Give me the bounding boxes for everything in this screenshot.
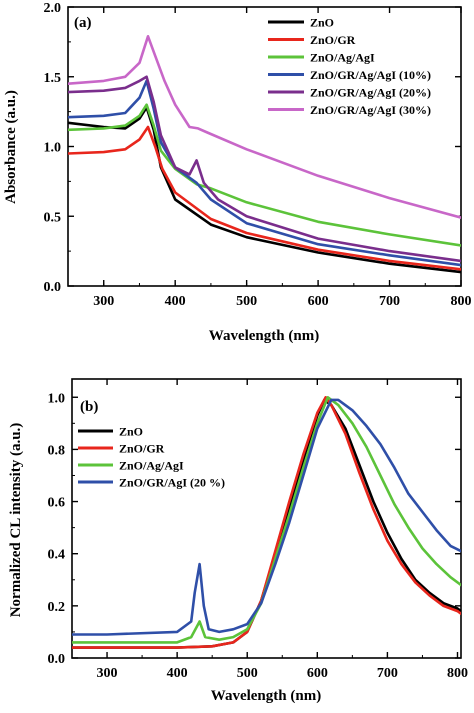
legend-label: ZnO/Ag/AgI [119, 459, 184, 473]
x-tick-label: 700 [379, 294, 400, 309]
legend-label: ZnO/GR/Ag/AgI (10%) [310, 68, 431, 82]
y-tick-label: 1.0 [48, 391, 66, 406]
legend-label: ZnO [310, 16, 334, 30]
x-tick-label: 800 [447, 666, 468, 681]
x-axis-title: Wavelength (nm) [211, 688, 321, 704]
plot-frame [71, 378, 462, 659]
legend-label: ZnO/GR/Ag/AgI (20%) [310, 86, 431, 100]
series-line-zno-gr-ag-agi-20- [68, 75, 461, 263]
legend-label: ZnO/GR [310, 33, 356, 47]
x-tick-label: 600 [307, 666, 328, 681]
x-tick-label: 300 [97, 666, 118, 681]
series-line-zno-ag-agi [72, 395, 461, 644]
series-line-zno-gr-ag-agi-10- [68, 79, 461, 267]
x-tick-label: 400 [167, 666, 188, 681]
x-axis-title: Wavelength (nm) [209, 328, 319, 344]
x-tick-label: 400 [165, 294, 186, 309]
series-line-zno-ag-agi [68, 103, 461, 247]
series-line-zno-gr [72, 395, 461, 649]
series-line-zno [68, 106, 461, 274]
x-tick-label: 600 [308, 294, 329, 309]
legend-label: ZnO/GR [119, 442, 165, 456]
x-tick-label: 300 [93, 294, 114, 309]
legend-label: ZnO [119, 425, 143, 439]
y-axis-title: Absorbance (a.u.) [3, 90, 19, 204]
series-line-zno-gr-ag-agi-30- [68, 34, 461, 219]
y-tick-label: 2.0 [44, 1, 62, 16]
y-tick-label: 0.5 [44, 210, 62, 225]
plot-frame [67, 6, 462, 287]
legend-label: ZnO/GR/Ag/AgI (30%) [310, 103, 431, 117]
y-tick-label: 1.0 [44, 141, 62, 156]
x-tick-label: 500 [236, 294, 257, 309]
panel-tag: (a) [74, 15, 92, 31]
panel-tag: (b) [80, 399, 98, 415]
y-tick-label: 0.6 [48, 496, 66, 511]
chart-panel-b: 300 400 500 600 700 800 0.0 0.2 0.4 0.6 0.8 1.0 ZnO Z… [8, 378, 468, 704]
y-tick-label: 0.0 [44, 280, 62, 295]
series-line-zno-gr [68, 125, 461, 271]
legend-label: ZnO/Ag/AgI [310, 51, 375, 65]
legend-label: ZnO/GR/AgI (20 %) [119, 476, 225, 490]
series-line-zno-gr-agi-20- [72, 398, 461, 636]
y-tick-label: 0.0 [48, 652, 66, 667]
x-tick-label: 700 [377, 666, 398, 681]
x-tick-label: 800 [451, 294, 472, 309]
y-tick-label: 0.4 [48, 548, 66, 563]
chart-panel-a: 300 400 500 600 700 800 0.0 0.5 1.0 1.5 2.0 ZnO ZnO/… [3, 1, 472, 344]
y-axis-title: Normalized CL intensity (a.u.) [8, 423, 24, 618]
y-tick-label: 0.2 [48, 600, 66, 615]
x-tick-label: 500 [237, 666, 258, 681]
y-tick-label: 0.8 [48, 443, 66, 458]
y-tick-label: 1.5 [44, 71, 62, 86]
